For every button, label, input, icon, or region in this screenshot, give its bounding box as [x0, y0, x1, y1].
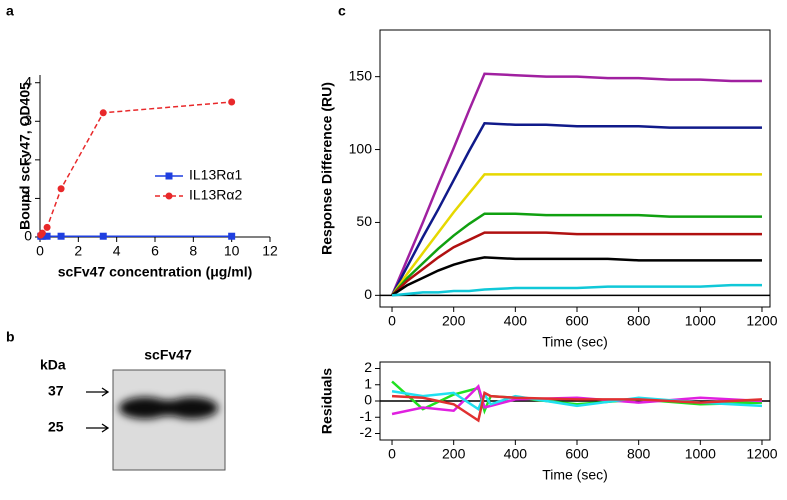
marker [57, 185, 65, 193]
y-tick-label: -1 [360, 408, 373, 424]
panel-label: b [6, 329, 15, 345]
y-axis-label: Residuals [319, 368, 335, 434]
blot-image [112, 369, 226, 471]
plot-frame [379, 29, 771, 308]
marker [57, 232, 65, 240]
y-tick-label: 1 [24, 189, 32, 205]
x-tick-label: 400 [504, 446, 528, 462]
x-tick-label: 1000 [685, 313, 716, 329]
panel-label: c [338, 3, 346, 19]
series-line [391, 212, 762, 297]
y-tick-label: 4 [24, 73, 32, 89]
x-tick-label: 600 [565, 313, 589, 329]
x-tick-label: 800 [627, 313, 651, 329]
y-tick-label: 3 [24, 112, 32, 128]
blot-band [119, 397, 218, 419]
x-tick-label: 8 [189, 243, 197, 259]
x-tick-label: 600 [565, 446, 589, 462]
y-tick-label: 0 [24, 228, 32, 244]
x-tick-label: 0 [388, 446, 396, 462]
y-tick-label: 1 [364, 375, 372, 391]
marker [228, 98, 236, 106]
x-tick-label: 800 [627, 446, 651, 462]
x-tick-label: 0 [388, 313, 396, 329]
series-line [391, 283, 762, 297]
x-axis-label: scFv47 concentration (μg/ml) [58, 264, 253, 280]
blot-unit: kDa [40, 357, 66, 373]
y-tick-label: 2 [364, 359, 372, 375]
x-tick-label: 4 [113, 243, 121, 259]
marker [99, 109, 107, 117]
y-tick-label: -2 [360, 424, 373, 440]
x-axis-label: Time (sec) [542, 334, 608, 350]
x-tick-label: 2 [74, 243, 82, 259]
x-tick-label: 200 [442, 446, 466, 462]
x-tick-label: 10 [224, 243, 240, 259]
blot-marker: 25 [48, 419, 64, 435]
marker [38, 229, 46, 237]
arrows [86, 387, 110, 433]
series-line [391, 391, 763, 423]
y-axis-label: Response Difference (RU) [319, 82, 335, 255]
panel-label: a [6, 3, 14, 19]
series-line [391, 173, 762, 297]
x-axis-label: Time (sec) [542, 467, 608, 483]
x-tick-label: 6 [151, 243, 159, 259]
y-tick-label: 50 [356, 213, 372, 229]
legend-label: IL13Rα2 [189, 187, 242, 203]
x-tick-label: 200 [442, 313, 466, 329]
legend-label: IL13Rα1 [189, 167, 242, 183]
x-tick-label: 1200 [746, 446, 777, 462]
legend-marker [165, 172, 173, 180]
y-tick-label: 0 [364, 392, 372, 408]
y-tick-label: 100 [349, 140, 373, 156]
blot-marker: 37 [48, 383, 64, 399]
x-tick-label: 12 [262, 243, 278, 259]
legend-marker [165, 192, 173, 200]
series-line [391, 231, 762, 297]
series-line [390, 122, 762, 296]
blot-title: scFv47 [144, 347, 192, 363]
x-tick-label: 1200 [746, 313, 777, 329]
marker [43, 223, 51, 231]
marker [228, 232, 236, 240]
marker [43, 232, 51, 240]
marker [99, 232, 107, 240]
y-tick-label: 0 [364, 286, 372, 302]
y-tick-label: 150 [349, 67, 373, 83]
series-line [390, 72, 762, 296]
x-tick-label: 0 [36, 243, 44, 259]
y-axis-label: Bound scFv47, OD405 [17, 82, 33, 230]
x-tick-label: 1000 [685, 446, 716, 462]
series-line [391, 256, 762, 297]
y-tick-label: 2 [24, 151, 32, 167]
x-tick-label: 400 [504, 313, 528, 329]
